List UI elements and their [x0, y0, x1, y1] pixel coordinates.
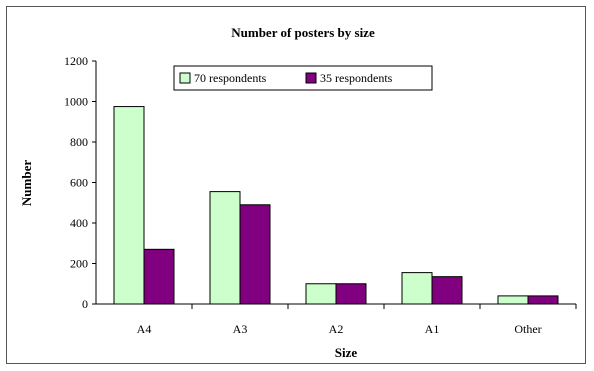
- y-tick-label: 1000: [64, 95, 88, 109]
- x-tick-label-a2: A2: [329, 322, 344, 336]
- y-tick-label: 600: [70, 176, 88, 190]
- legend-box: [173, 65, 433, 91]
- x-tick-label-a3: A3: [233, 322, 248, 336]
- bar-a3-series-1: [209, 191, 241, 305]
- legend-label-70-respondents: 70 respondents: [194, 71, 267, 85]
- bar-a3-series-2: [239, 204, 271, 305]
- y-tick-label: 200: [70, 257, 88, 271]
- x-axis-ticks: A4 A3 A2 A1 Other: [137, 304, 577, 336]
- y-tick-label: 0: [82, 297, 88, 311]
- chart-title: Number of posters by size: [231, 25, 375, 40]
- legend-swatch-35-respondents: [305, 72, 317, 84]
- y-tick-label: 1200: [64, 54, 88, 68]
- bar-a2-series-1: [305, 283, 337, 305]
- bar-a1-series-2: [431, 276, 463, 305]
- x-tick-label-a4: A4: [137, 322, 152, 336]
- bar-a2-series-2: [335, 283, 367, 305]
- y-tick-label: 800: [70, 135, 88, 149]
- y-tick-label: 400: [70, 216, 88, 230]
- bars-group: [113, 106, 559, 305]
- bar-other-series-2: [527, 295, 559, 305]
- bar-a4-series-2: [143, 248, 175, 305]
- legend-swatch-70-respondents: [179, 72, 191, 84]
- bar-a4-series-1: [113, 106, 145, 305]
- bar-other-series-1: [497, 295, 529, 305]
- y-axis-ticks: 0 200 400 600 800 1000 1200: [64, 54, 96, 311]
- x-tick-label-other: Other: [514, 322, 541, 336]
- legend-label-35-respondents: 35 respondents: [320, 71, 393, 85]
- x-axis-title: Size: [335, 345, 358, 360]
- bar-a1-series-1: [401, 272, 433, 305]
- legend: 70 respondents 35 respondents: [173, 65, 433, 91]
- x-tick-label-a1: A1: [425, 322, 440, 336]
- y-axis-title: Number: [19, 160, 34, 206]
